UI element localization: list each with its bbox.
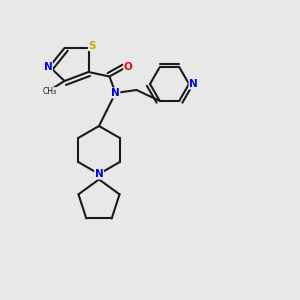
Text: O: O [124,61,133,72]
Text: N: N [44,61,52,72]
Text: N: N [111,88,120,98]
Text: S: S [88,40,96,51]
Text: N: N [189,79,198,89]
Text: CH₃: CH₃ [42,87,57,96]
Text: N: N [94,169,103,179]
